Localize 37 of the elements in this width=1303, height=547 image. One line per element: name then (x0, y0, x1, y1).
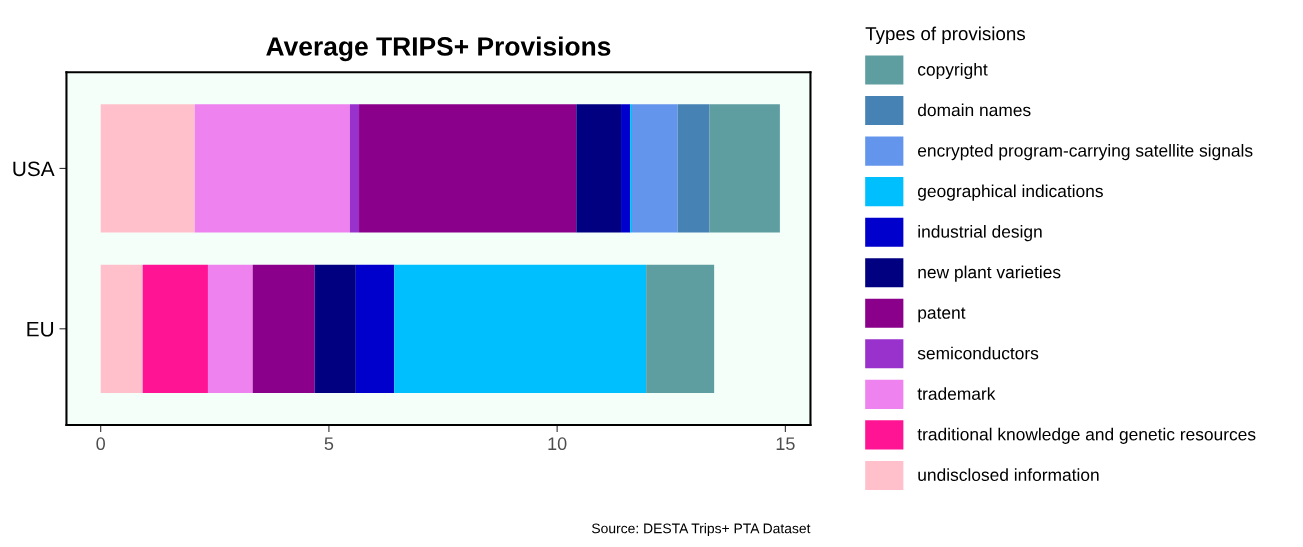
legend-label: traditional knowledge and genetic resources (917, 427, 1256, 444)
legend-label: industrial design (918, 225, 1042, 242)
bar (394, 264, 647, 393)
bar (709, 104, 780, 233)
bar (194, 104, 350, 233)
y-tick-label: USA (13, 161, 55, 177)
legend-label: trademark (917, 387, 996, 400)
bar (631, 104, 678, 233)
x-tick-label: 15 (776, 437, 795, 451)
bar (100, 104, 195, 233)
bar (621, 104, 631, 233)
legend-label: copyright (918, 62, 988, 80)
bar (314, 264, 356, 393)
bar (207, 264, 253, 393)
source-note: Source: DESTA Trips+ PTA Dataset (591, 523, 811, 537)
legend-title: Types of provisions (865, 26, 1025, 45)
legend-label: patent (918, 307, 966, 323)
bar (677, 104, 710, 233)
chart-title: Average TRIPS+ Provisions (266, 36, 611, 62)
x-tick-label: 5 (324, 437, 334, 451)
bar (252, 264, 315, 393)
bar (576, 104, 622, 233)
legend-label: semiconductors (917, 346, 1039, 360)
bar (349, 104, 360, 233)
bar (355, 264, 395, 393)
bar (142, 264, 208, 393)
legend-label: undisclosed information (918, 468, 1099, 482)
x-tick-label: 10 (548, 437, 567, 451)
bar (646, 264, 715, 393)
bar (359, 104, 577, 233)
legend-label: encrypted program-carrying satellite signals (918, 143, 1253, 161)
legend-label: domain names (917, 103, 1031, 117)
legend-label: geographical indications (917, 184, 1103, 201)
legend-label: new plant varieties (918, 265, 1061, 282)
y-tick-label: EU (27, 322, 54, 337)
x-tick-label: 0 (96, 437, 105, 451)
bar (100, 264, 143, 393)
